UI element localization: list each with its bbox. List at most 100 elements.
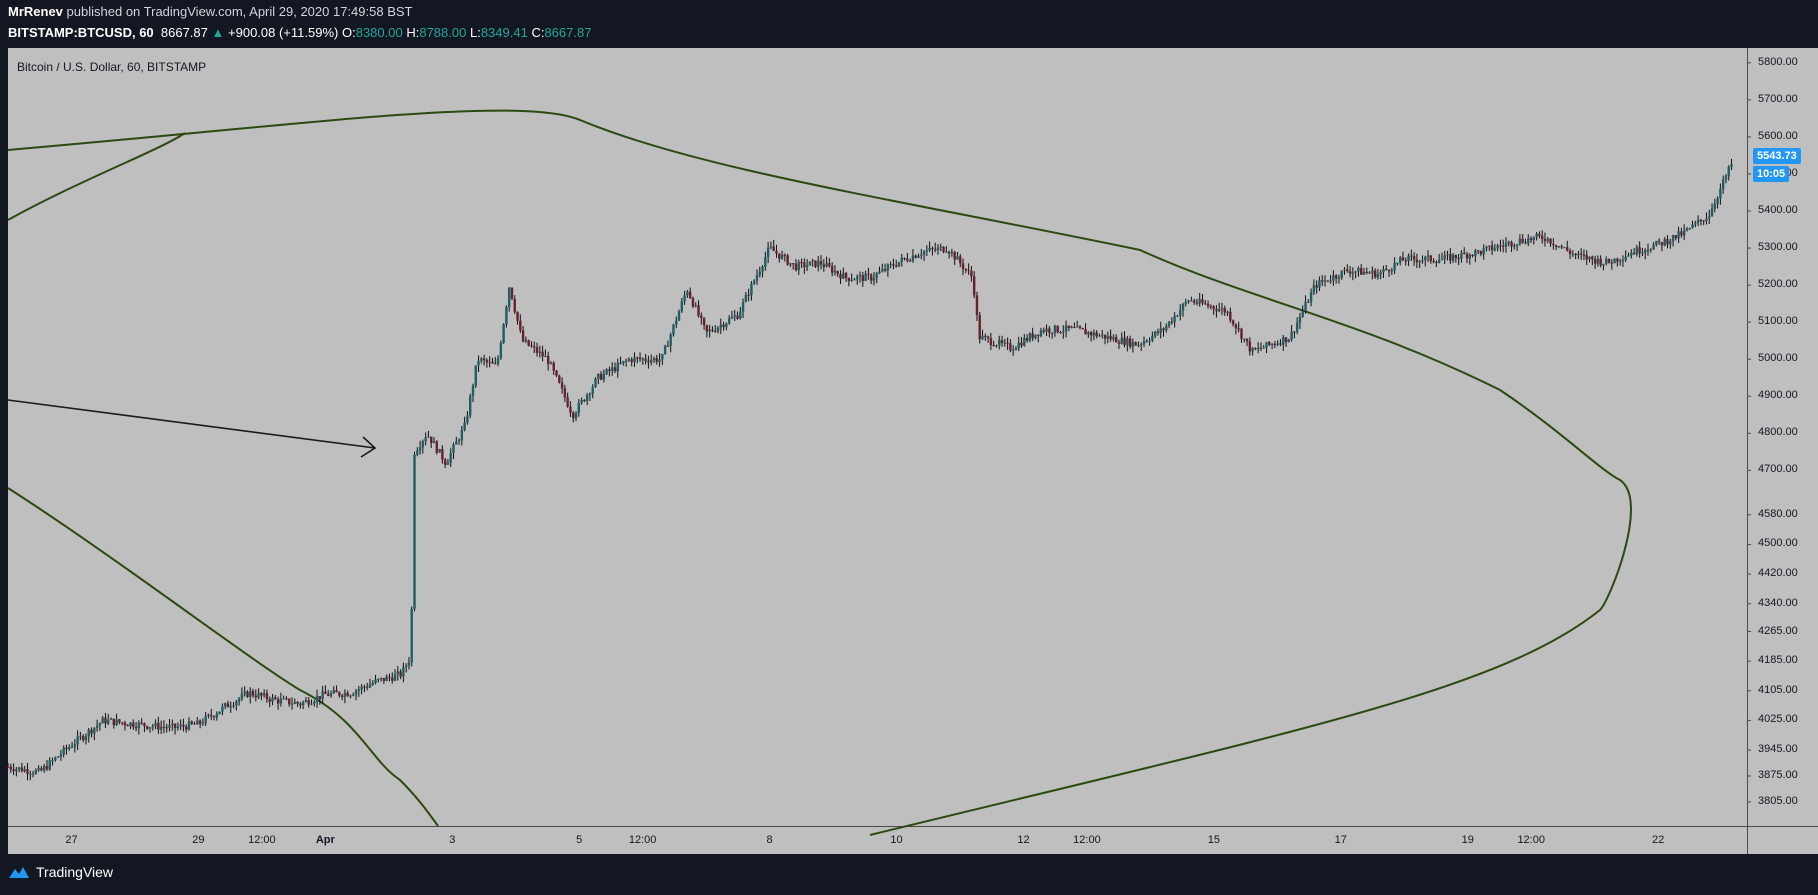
candle-body — [48, 760, 51, 770]
candle-body — [1532, 237, 1536, 241]
candle-body — [148, 727, 152, 729]
candle-body — [1451, 254, 1455, 261]
candle-body — [374, 679, 377, 684]
candle-body — [747, 294, 750, 296]
candle-body — [789, 263, 792, 265]
candle-body — [1173, 315, 1176, 323]
price-tick-label: 5100.00 — [1758, 315, 1798, 328]
ohlc-bar: BITSTAMP:BTCUSD, 60 8667.87 ▲ +900.08 (+… — [8, 25, 591, 40]
candle-body — [1056, 325, 1059, 333]
candle-body — [950, 252, 954, 254]
candle-body — [1571, 253, 1575, 255]
candle-body — [758, 271, 761, 276]
candle-body — [1657, 240, 1661, 243]
candle-body — [262, 693, 266, 696]
candle-body — [299, 703, 302, 706]
candle-body — [1605, 258, 1608, 264]
candle-body — [753, 280, 756, 284]
candle-body — [1385, 268, 1388, 270]
publish-info: MrRenev published on TradingView.com, Ap… — [8, 4, 412, 19]
candle-body — [1014, 348, 1018, 350]
candle-body — [1318, 280, 1321, 288]
candle-body — [1410, 255, 1413, 257]
candle-body — [235, 701, 238, 706]
candle-body — [452, 444, 455, 454]
candle-body — [1212, 306, 1215, 310]
candle-body — [396, 671, 400, 675]
candle-body — [1145, 341, 1149, 343]
candle-body — [190, 721, 193, 724]
candle-body — [243, 691, 246, 694]
footer-brand[interactable]: TradingView — [36, 864, 114, 880]
candle-body — [1680, 231, 1683, 236]
price-tick-label: 4185.00 — [1758, 654, 1798, 667]
candle-body — [1507, 241, 1510, 244]
candle-body — [1404, 260, 1407, 262]
candle-body — [449, 453, 452, 463]
candle-body — [1568, 250, 1572, 254]
countdown-label: 10:05 — [1753, 165, 1790, 182]
candle-body — [1546, 238, 1549, 241]
candle-body — [1048, 328, 1051, 333]
candle-body — [791, 263, 795, 265]
candle-body — [1407, 255, 1410, 262]
candle-body — [126, 725, 129, 727]
candle-body — [123, 722, 127, 726]
candle-body — [942, 246, 945, 253]
candle-body — [1719, 188, 1722, 199]
candle-body — [1543, 238, 1547, 241]
candle-body — [1045, 328, 1048, 332]
candle-body — [1184, 301, 1187, 305]
candle-body — [1488, 245, 1491, 247]
candle-body — [786, 255, 789, 265]
candle-body — [875, 273, 878, 279]
time-tick-label: 27 — [65, 834, 78, 846]
candle-body — [830, 266, 834, 273]
candle-body — [627, 359, 631, 361]
candle-body — [34, 770, 38, 774]
open-label: O: — [341, 25, 356, 40]
candle-body — [872, 278, 876, 281]
candle-body — [1593, 259, 1597, 264]
candle-body — [1276, 343, 1279, 345]
low-label: L: — [469, 25, 481, 40]
candle-body — [750, 283, 753, 296]
candle-body — [611, 367, 614, 372]
candle-body — [360, 686, 363, 690]
candle-body — [313, 701, 316, 704]
candle-body — [146, 726, 149, 729]
chart-pane[interactable] — [8, 48, 1747, 826]
candle-body — [1148, 340, 1151, 342]
candle-body — [54, 757, 57, 761]
candle-body — [636, 357, 639, 359]
candle-body — [1705, 218, 1708, 222]
candle-body — [1437, 260, 1441, 263]
candle-body — [560, 382, 564, 389]
candle-body — [1220, 308, 1224, 310]
candle-body — [741, 301, 745, 312]
candle-body — [1354, 271, 1357, 273]
candle-body — [430, 436, 433, 444]
candle-body — [134, 727, 138, 729]
candle-body — [822, 264, 826, 267]
author-name[interactable]: MrRenev — [8, 4, 63, 19]
candle-body — [455, 441, 458, 445]
time-tick-label: Apr — [315, 834, 335, 846]
candle-body — [1708, 216, 1711, 219]
candle-body — [40, 768, 43, 771]
candle-body — [502, 324, 505, 343]
candle-body — [65, 747, 68, 750]
candle-body — [1187, 300, 1190, 302]
candle-body — [1268, 342, 1271, 345]
candle-body — [1298, 316, 1302, 323]
footer: TradingView — [8, 864, 113, 880]
candle-body — [1362, 271, 1366, 275]
candle-body — [143, 723, 146, 727]
candle-body — [764, 257, 767, 267]
time-scale[interactable] — [8, 826, 1747, 854]
candle-body — [546, 355, 550, 365]
price-tick-label: 4900.00 — [1758, 389, 1798, 402]
candle-body — [1123, 337, 1126, 346]
candle-body — [730, 317, 734, 319]
candle-body — [970, 270, 973, 277]
